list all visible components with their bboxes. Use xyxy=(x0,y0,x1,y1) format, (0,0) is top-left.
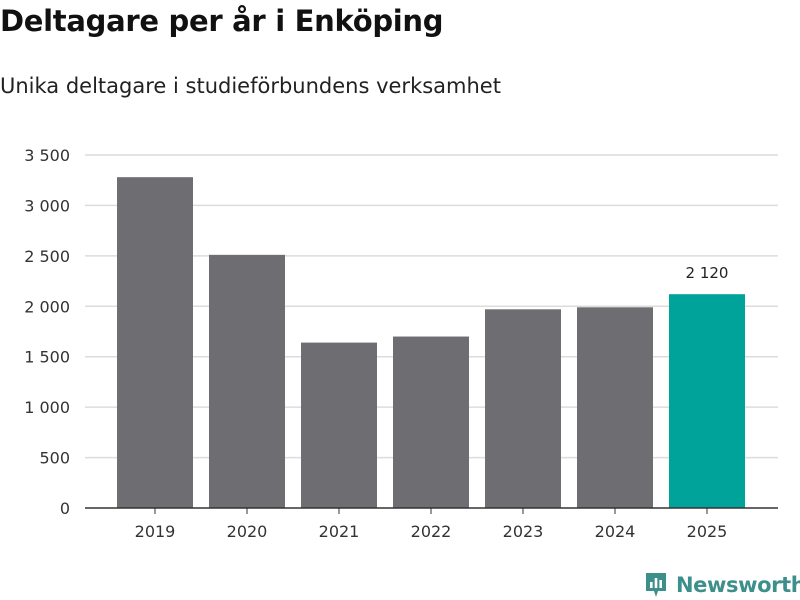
x-tick-label: 2024 xyxy=(595,522,636,541)
x-tick-label: 2021 xyxy=(319,522,360,541)
page-subtitle: Unika deltagare i studieförbundens verks… xyxy=(0,74,501,98)
y-tick-label: 1 500 xyxy=(24,348,70,367)
x-tick-label: 2020 xyxy=(227,522,268,541)
bar-2025 xyxy=(669,294,745,508)
x-axis-ticks: 2019 2020 2021 2022 2023 2024 2025 xyxy=(135,508,728,541)
bar-2022 xyxy=(393,336,469,508)
bar-2019 xyxy=(117,177,193,508)
y-tick-label: 500 xyxy=(39,449,70,468)
x-tick-label: 2022 xyxy=(411,522,452,541)
y-tick-label: 3 000 xyxy=(24,196,70,215)
bars xyxy=(117,177,745,508)
data-labels: 2 120 xyxy=(686,264,729,282)
x-tick-label: 2019 xyxy=(135,522,176,541)
y-tick-label: 0 xyxy=(60,499,70,518)
brand-logo: Newsworthy xyxy=(644,570,800,600)
y-tick-label: 1 000 xyxy=(24,398,70,417)
y-tick-label: 2 000 xyxy=(24,297,70,316)
x-tick-label: 2023 xyxy=(503,522,544,541)
page-title: Deltagare per år i Enköping xyxy=(0,4,444,38)
x-tick-label: 2025 xyxy=(687,522,728,541)
newsworthy-logo-icon xyxy=(646,573,666,597)
data-label-2025: 2 120 xyxy=(686,264,729,282)
y-tick-label: 3 500 xyxy=(24,146,70,165)
bar-2020 xyxy=(209,254,285,508)
bar-2024 xyxy=(577,307,653,508)
bar-2023 xyxy=(485,309,561,508)
y-axis-ticks: 0 500 1 000 1 500 2 000 2 500 3 000 3 500 xyxy=(24,146,70,518)
y-tick-label: 2 500 xyxy=(24,247,70,266)
bar-2021 xyxy=(301,342,377,508)
brand-name: Newsworthy xyxy=(676,573,800,597)
